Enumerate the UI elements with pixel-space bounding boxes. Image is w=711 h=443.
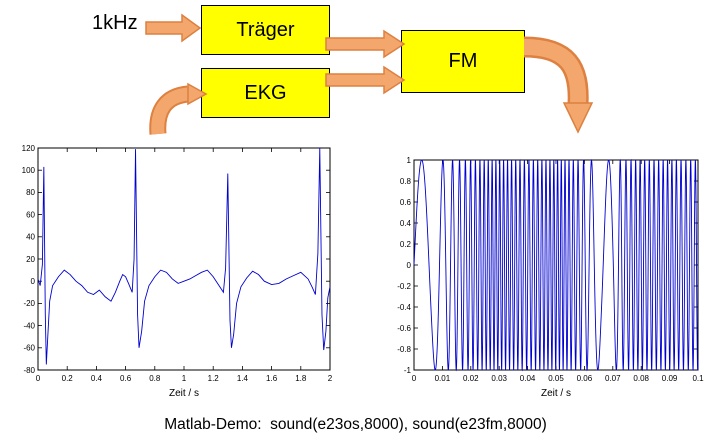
y-tick-label: 0 [407, 261, 412, 270]
y-tick-label: 80 [26, 188, 35, 197]
y-tick-label: -0.4 [397, 303, 411, 312]
x-tick-label: 2 [328, 374, 333, 383]
x-tick-label: 0.02 [463, 374, 479, 383]
y-tick-label: -1 [404, 366, 412, 375]
y-tick-label: 0.4 [400, 219, 412, 228]
y-tick-label: 0 [31, 277, 36, 286]
y-tick-label: -0.8 [397, 345, 411, 354]
ekg-box: EKG [201, 68, 330, 118]
x-tick-label: 0.2 [62, 374, 74, 383]
x-tick-label: 0.03 [491, 374, 507, 383]
x-tick-label: 1 [182, 374, 187, 383]
x-tick-label: 0 [36, 374, 41, 383]
y-tick-label: 40 [26, 233, 35, 242]
x-tick-label: 0 [412, 374, 417, 383]
carrier-box-label: Träger [236, 18, 295, 41]
fm-box-label: FM [448, 50, 478, 72]
x-tick-label: 0.09 [662, 374, 678, 383]
y-tick-label: -20 [23, 299, 35, 308]
x-tick-label: 0.01 [435, 374, 451, 383]
x-tick-label: 0.07 [605, 374, 621, 383]
x-tick-label: 0.06 [577, 374, 593, 383]
x-tick-label: 0.4 [91, 374, 103, 383]
ekg-plot: 0 0.2 0.4 0.6 0.8 1 1.2 1.4 1.6 1.8 2 -80 -60 -40 -20 0… [22, 144, 333, 399]
x-tick-label: 0.04 [520, 374, 536, 383]
plot-box [37, 147, 331, 371]
y-tick-label: 20 [26, 255, 35, 264]
arrow-1khz-to-traeger-icon [145, 13, 202, 43]
y-tick-label: 0.6 [400, 198, 412, 207]
ekg-box-label: EKG [244, 81, 287, 104]
x-tick-label: 0.6 [120, 374, 132, 383]
x-axis-label: Zeit / s [169, 388, 199, 399]
curved-arrow-out-of-fm-icon [523, 36, 594, 134]
y-tick-label: 1 [407, 156, 412, 165]
x-tick-label: 1.8 [295, 374, 307, 383]
x-tick-label: 1.6 [266, 374, 278, 383]
y-tick-label: -60 [23, 344, 35, 353]
fm-signal-plot: 0 0.01 0.02 0.03 0.04 0.05 0.06 0.07 0.08 0.09 0.1… [397, 156, 704, 399]
y-tick-label: -80 [23, 366, 35, 375]
y-tick-label: -0.6 [397, 324, 411, 333]
arrow-traeger-to-fm-icon [325, 29, 406, 59]
x-tick-label: 0.1 [692, 374, 704, 383]
signal-line [413, 158, 699, 372]
x-tick-label: 0.8 [149, 374, 161, 383]
y-tick-label: -40 [23, 321, 35, 330]
y-tick-label: -0.2 [397, 282, 411, 291]
fm-box: FM [401, 30, 525, 93]
y-tick-label: 100 [22, 166, 36, 175]
curved-arrow-into-ekg-icon [149, 82, 208, 135]
x-tick-label: 0.08 [633, 374, 649, 383]
y-tick-label: 120 [22, 144, 36, 153]
carrier-box: Träger [201, 5, 330, 55]
matlab-demo-caption: Matlab-Demo: sound(e23os,8000), sound(e2… [164, 416, 547, 433]
y-tick-label: 0.8 [400, 177, 412, 186]
y-tick-label: 60 [26, 210, 35, 219]
x-tick-label: 0.05 [548, 374, 564, 383]
y-tick-label: 0.2 [400, 240, 412, 249]
arrow-ekg-to-fm-icon [325, 65, 406, 95]
x-tick-label: 1.2 [208, 374, 220, 383]
x-axis-label: Zeit / s [541, 388, 571, 399]
input-frequency-label: 1kHz [92, 12, 138, 34]
x-tick-label: 1.4 [237, 374, 249, 383]
signal-line [37, 147, 331, 365]
